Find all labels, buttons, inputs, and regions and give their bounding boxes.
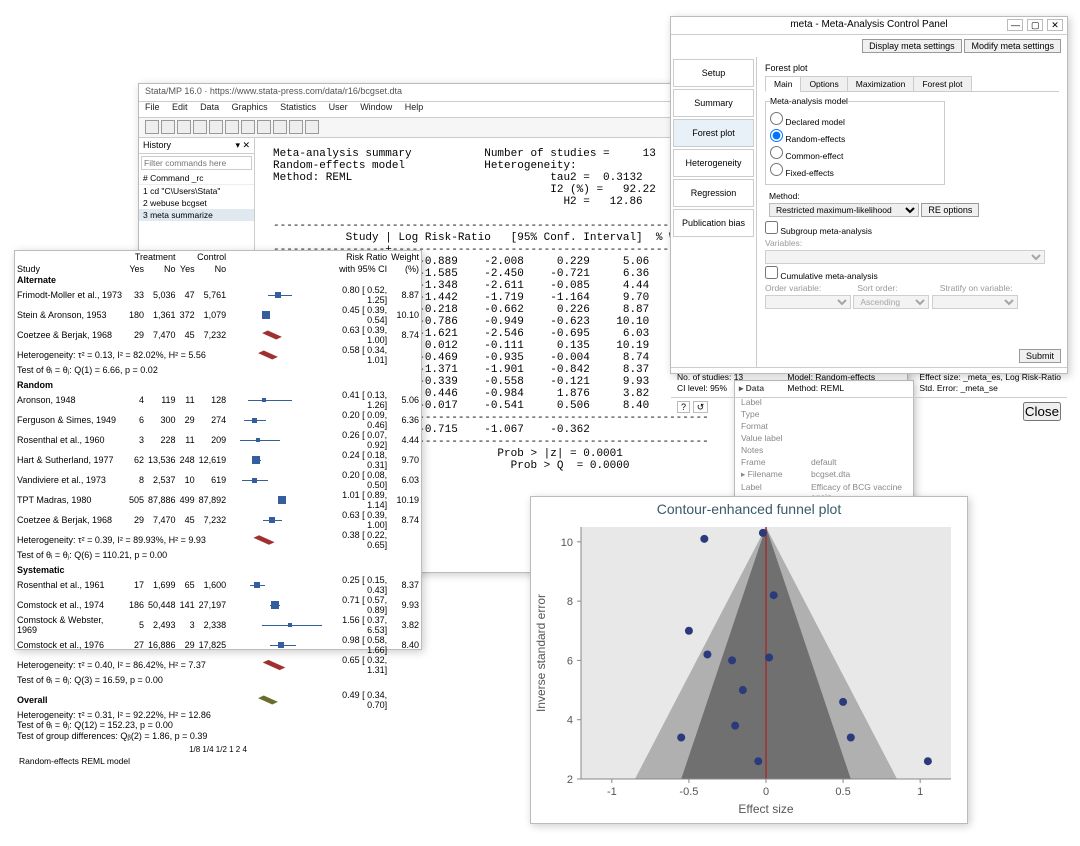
svg-text:-0.5: -0.5 (679, 786, 698, 798)
history-row[interactable]: 3 meta summarize (139, 209, 254, 221)
funnel-title: Contour-enhanced funnel plot (531, 497, 967, 521)
svg-text:6: 6 (567, 655, 573, 667)
submit-button[interactable]: Submit (1019, 349, 1061, 363)
history-row[interactable]: 1 cd "C\Users\Stata" (139, 185, 254, 197)
meta-control-panel: meta - Meta-Analysis Control Panel — ▢ ✕… (670, 16, 1068, 374)
help-icon[interactable]: ? (677, 401, 690, 413)
forest-axis: 1/8 1/4 1/2 1 2 4 (15, 741, 421, 754)
svg-text:1: 1 (917, 786, 923, 798)
mcp-side-tab[interactable]: Setup (673, 59, 754, 87)
cumulative-checkbox[interactable]: Cumulative meta-analysis (765, 271, 878, 281)
funnel-chart: -1 -0.5 0 0.5 1 2 4 6 8 10 Effect size Inverse stan… (531, 521, 967, 819)
toolbar-button[interactable] (193, 120, 207, 134)
svg-text:0: 0 (763, 786, 769, 798)
method-label: Method: (769, 191, 979, 201)
menu-file[interactable]: File (145, 102, 160, 112)
reset-icon[interactable]: ↺ (693, 401, 709, 413)
toolbar-button[interactable] (177, 120, 191, 134)
svg-text:8: 8 (567, 596, 573, 608)
mcp-top-tab[interactable]: Main (765, 76, 801, 92)
mcp-side-tab[interactable]: Forest plot (673, 119, 754, 147)
toolbar-button[interactable] (209, 120, 223, 134)
history-pin-icon[interactable]: ▾ ✕ (235, 140, 250, 151)
mcp-top-tab[interactable]: Options (800, 76, 847, 92)
model-radio[interactable]: Fixed-effects (770, 163, 940, 178)
mcp-section-title: Forest plot (765, 63, 1059, 73)
close-button[interactable]: Close (1023, 402, 1061, 421)
toolbar-button[interactable] (161, 120, 175, 134)
svg-text:4: 4 (567, 715, 573, 727)
model-radio[interactable]: Declared model (770, 112, 940, 127)
svg-text:10: 10 (561, 537, 573, 549)
method-select[interactable]: Restricted maximum-likelihood (769, 203, 919, 217)
display-settings-button[interactable]: Display meta settings (862, 39, 962, 53)
model-radio[interactable]: Random-effects (770, 129, 940, 144)
forest-footer: Random-effects REML model (15, 754, 421, 768)
menu-edit[interactable]: Edit (172, 102, 188, 112)
variables-select (765, 250, 1045, 264)
mcp-side-tab[interactable]: Publication bias (673, 209, 754, 237)
toolbar-button[interactable] (145, 120, 159, 134)
sortorder-label: Sort order: (857, 283, 937, 293)
model-box-label: Meta-analysis model (770, 96, 848, 106)
mcp-main: Forest plot MainOptionsMaximizationFores… (757, 57, 1067, 367)
ordervar-label: Order variable: (765, 283, 855, 293)
forest-plot-window: StudyTreatmentControlRisk RatioWeightYes… (14, 250, 422, 650)
mcp-title: meta - Meta-Analysis Control Panel (790, 19, 947, 30)
toolbar-button[interactable] (225, 120, 239, 134)
menu-window[interactable]: Window (360, 102, 392, 112)
toolbar-button[interactable] (241, 120, 255, 134)
mcp-side-tab[interactable]: Summary (673, 89, 754, 117)
model-radio[interactable]: Common-effect (770, 146, 940, 161)
mcp-sidebar: SetupSummaryForest plotHeterogeneityRegr… (671, 57, 757, 367)
ordervar-select (765, 295, 851, 309)
re-options-button[interactable]: RE options (921, 203, 979, 217)
subgroup-checkbox[interactable]: Subgroup meta-analysis (765, 226, 872, 236)
stratify-label: Stratify on variable: (940, 283, 1013, 293)
menu-help[interactable]: Help (405, 102, 424, 112)
history-columns: # Command _rc (139, 172, 254, 185)
history-filter-input[interactable] (141, 156, 252, 170)
funnel-plot-window: Contour-enhanced funnel plot -1 -0.5 0 0.5 1… (530, 496, 968, 824)
mcp-side-tab[interactable]: Regression (673, 179, 754, 207)
menu-statistics[interactable]: Statistics (280, 102, 316, 112)
props-row: Notes (735, 444, 913, 456)
close-icon[interactable]: ✕ (1047, 19, 1063, 31)
svg-text:-1: -1 (607, 786, 617, 798)
mcp-top-tab[interactable]: Maximization (847, 76, 915, 92)
toolbar-button[interactable] (257, 120, 271, 134)
mcp-tabs: MainOptionsMaximizationForest plot (765, 75, 1059, 92)
toolbar-button[interactable] (289, 120, 303, 134)
svg-text:Inverse standard error: Inverse standard error (534, 594, 548, 712)
mcp-statusbar: No. of studies: 13CI level: 95% Model: R… (671, 367, 1067, 397)
menu-graphics[interactable]: Graphics (232, 102, 268, 112)
menu-data[interactable]: Data (200, 102, 219, 112)
history-header: History (143, 140, 171, 151)
menu-user[interactable]: User (329, 102, 348, 112)
history-row[interactable]: 2 webuse bcgset (139, 197, 254, 209)
maximize-icon[interactable]: ▢ (1027, 19, 1043, 31)
svg-text:0.5: 0.5 (835, 786, 850, 798)
toolbar-button[interactable] (273, 120, 287, 134)
stratify-select (932, 295, 1018, 309)
toolbar-button[interactable] (305, 120, 319, 134)
forest-table: StudyTreatmentControlRisk RatioWeightYes… (15, 251, 421, 741)
variables-label: Variables: (765, 238, 1059, 248)
props-row: Framedefault (735, 456, 913, 468)
sortorder-select: Ascending (853, 295, 929, 309)
props-row: Value label (735, 432, 913, 444)
mcp-side-tab[interactable]: Heterogeneity (673, 149, 754, 177)
mcp-top-tab[interactable]: Forest plot (913, 76, 971, 92)
minimize-icon[interactable]: — (1007, 19, 1023, 31)
svg-text:Effect size: Effect size (738, 802, 793, 816)
props-row: ▸ Filenamebcgset.dta (735, 468, 913, 481)
modify-settings-button[interactable]: Modify meta settings (964, 39, 1061, 53)
props-row: Format (735, 420, 913, 432)
svg-text:2: 2 (567, 774, 573, 786)
